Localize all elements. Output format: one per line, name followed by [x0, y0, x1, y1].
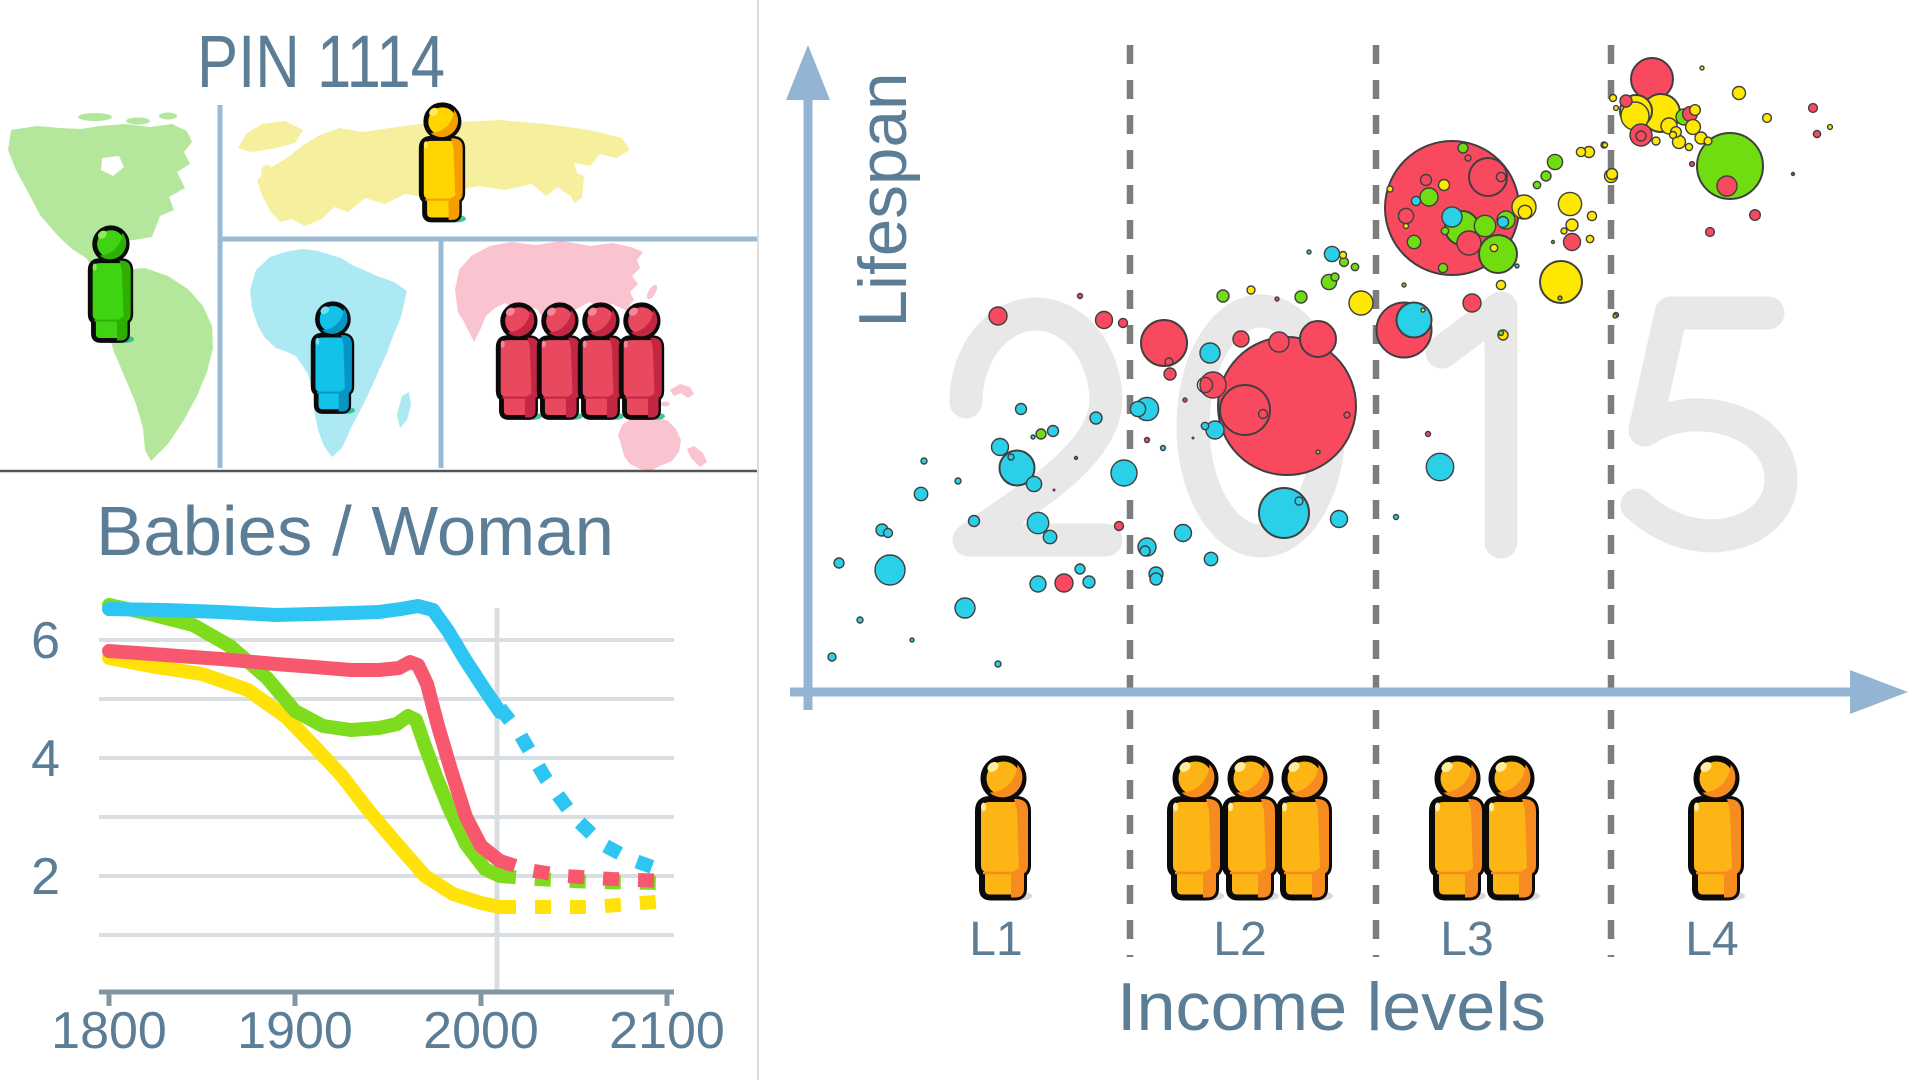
- svg-text:2100: 2100: [609, 1002, 725, 1060]
- svg-text:4: 4: [31, 730, 60, 788]
- svg-text:Income levels: Income levels: [1117, 969, 1546, 1045]
- svg-text:1900: 1900: [237, 1002, 353, 1060]
- svg-text:L2: L2: [1213, 913, 1266, 966]
- svg-text:2: 2: [31, 848, 60, 906]
- svg-text:1800: 1800: [51, 1002, 167, 1060]
- svg-text:L4: L4: [1685, 913, 1738, 966]
- svg-text:L3: L3: [1440, 913, 1493, 966]
- svg-text:PIN 1114: PIN 1114: [197, 20, 445, 103]
- svg-text:Lifespan: Lifespan: [845, 73, 921, 328]
- svg-text:2000: 2000: [423, 1002, 539, 1060]
- svg-text:6: 6: [31, 612, 60, 670]
- svg-text:Babies / Woman: Babies / Woman: [96, 492, 614, 570]
- svg-text:L1: L1: [969, 913, 1022, 966]
